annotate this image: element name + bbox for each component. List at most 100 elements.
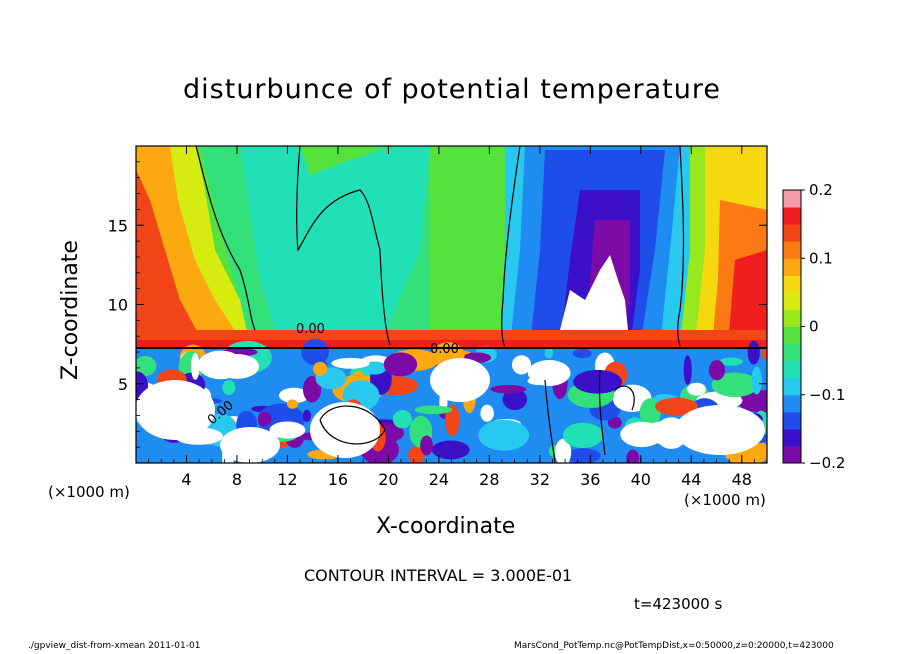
colorbar-segment-14 [783, 207, 801, 225]
colorbar-segment-15 [783, 190, 801, 208]
colorbar-tick-label-0: 0.2 [809, 181, 833, 199]
texture-blob [408, 446, 425, 463]
texture-blob [257, 411, 272, 427]
colorbar-segment-11 [783, 258, 801, 276]
x-tick-label-48: 48 [732, 470, 752, 489]
y-tick-label-10: 10 [108, 296, 128, 315]
texture-blob [511, 355, 532, 375]
texture-blob [626, 449, 640, 463]
x-axis: 4 8 12 16 20 24 28 32 36 40 44 48 [148, 146, 755, 489]
texture-blob [527, 359, 571, 386]
colorbar-segment-4 [783, 377, 801, 396]
y-tick-label-15: 15 [108, 216, 128, 235]
y-tick-label-5: 5 [118, 375, 128, 394]
x-tick-label-20: 20 [378, 470, 398, 489]
colorbar-segment-6 [783, 343, 801, 362]
contour-line-left [195, 146, 256, 331]
colorbar-segment-2 [783, 411, 801, 430]
texture-blob [572, 348, 592, 359]
texture-blob [490, 384, 527, 394]
white-patch-2 [430, 358, 490, 402]
x-tick-label-12: 12 [277, 470, 297, 489]
texture-blob [478, 419, 530, 451]
contour-line-center [296, 146, 391, 346]
texture-blob [683, 355, 692, 385]
texture-blob [383, 352, 418, 377]
white-patch-0 [136, 380, 215, 440]
texture-blob [431, 440, 470, 460]
texture-blob [761, 347, 767, 360]
texture-blob [719, 357, 743, 366]
texture-blob [331, 357, 370, 369]
texture-blob [191, 352, 200, 380]
texture-blob [269, 421, 306, 439]
x-unit-right: (×1000 m) [684, 491, 766, 509]
colorbar-segment-3 [783, 394, 801, 413]
x-tick-label-24: 24 [429, 470, 449, 489]
colorbar-segment-1 [783, 428, 801, 447]
x-axis-label: X-coordinate [376, 514, 516, 539]
white-patch-3 [675, 405, 765, 455]
texture-blob [620, 421, 664, 448]
texture-blob [302, 376, 322, 403]
texture-blob [222, 379, 236, 396]
contour-interval: CONTOUR INTERVAL = 3.000E-01 [304, 566, 573, 585]
footer-left: ./gpview_dist-from-xmean 2011-01-01 [28, 641, 201, 651]
colorbar-tick-label-1: 0.1 [809, 249, 833, 267]
texture-blob [414, 405, 453, 415]
contour-line-plume-left [501, 146, 521, 347]
texture-blob [302, 409, 311, 423]
texture-blob [420, 435, 433, 456]
texture-blob [544, 347, 554, 359]
x-tick-label-32: 32 [530, 470, 550, 489]
y-axis: 5 10 15 [108, 161, 767, 448]
contour-line-low4 [319, 405, 386, 445]
texture-blob [215, 354, 260, 379]
colorbar-segment-5 [783, 360, 801, 379]
x-tick-label-36: 36 [580, 470, 600, 489]
x-tick-label-16: 16 [328, 470, 348, 489]
texture-blob [287, 399, 298, 409]
texture-blob [751, 366, 762, 395]
contour-label-2: 0.00 [430, 342, 459, 357]
texture-blob [278, 387, 310, 404]
colorbar-tick-label-2: 0 [809, 318, 819, 336]
contour-label-1: 0.00 [296, 322, 325, 337]
texture-blob [708, 359, 726, 381]
x-tick-label-8: 8 [232, 470, 242, 489]
contour-line-low2 [598, 369, 606, 456]
texture-blob [562, 422, 604, 449]
colorbar-segment-13 [783, 224, 801, 242]
texture-blob [565, 448, 601, 463]
colorbar-segment-10 [783, 275, 801, 293]
texture-blob [480, 404, 494, 422]
left-warm-inner [136, 170, 205, 346]
texture-blob [445, 404, 460, 437]
x-tick-label-4: 4 [181, 470, 191, 489]
texture-blob [555, 438, 572, 463]
y-axis-label: Z-coordinate [58, 240, 83, 380]
white-patch-4 [220, 427, 280, 463]
texture-blob [573, 369, 623, 394]
white-patch-1 [310, 402, 380, 458]
x-tick-label-40: 40 [631, 470, 651, 489]
texture-blob [392, 409, 412, 429]
x-tick-label-44: 44 [681, 470, 701, 489]
colorbar: 0.2 0.1 0 −0.1 −0.2 [782, 181, 845, 472]
colorbar-tick-label-3: −0.1 [809, 386, 845, 404]
colorbar-segment-12 [783, 241, 801, 259]
texture-blob [502, 388, 528, 411]
contour-line-low3 [614, 385, 635, 411]
texture-blob [711, 372, 759, 398]
texture-blob [313, 361, 328, 377]
heatmap-field [136, 146, 767, 463]
texture-blob [301, 338, 330, 366]
contour-lines [136, 146, 767, 463]
plume-white [555, 255, 640, 346]
colorbar-segment-8 [783, 309, 801, 327]
x-tick-label-28: 28 [479, 470, 499, 489]
right-warm-core [728, 250, 767, 346]
footer-right: MarsCond_PotTemp.nc@PotTempDist,x=0:5000… [514, 641, 834, 651]
contour-line-plume-right [677, 146, 685, 347]
